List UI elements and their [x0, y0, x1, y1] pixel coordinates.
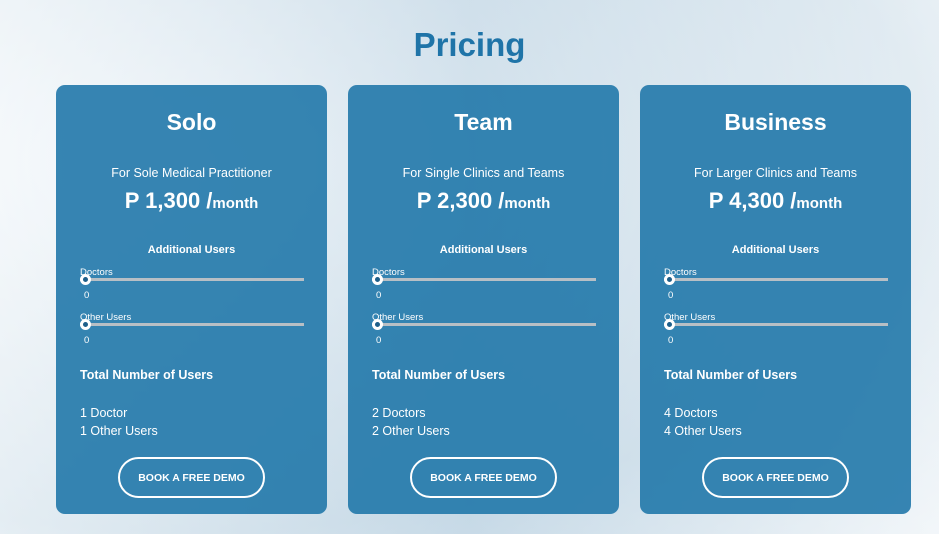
total-users-heading: Total Number of Users — [664, 368, 798, 382]
doctors-value: 0 — [376, 290, 382, 301]
other-users-value: 0 — [376, 335, 382, 346]
book-demo-button[interactable]: Book a Free Demo — [410, 457, 557, 498]
plan-name: Solo — [166, 109, 217, 135]
pricing-card: Team For Single Clinics and Teams P 2,30… — [348, 85, 619, 514]
price-period: month — [212, 195, 259, 212]
doctors-label: Doctors — [372, 267, 405, 278]
doctors-slider[interactable] — [80, 278, 304, 281]
total-doctors: 4 Doctors — [664, 406, 718, 420]
doctors-slider[interactable] — [372, 278, 596, 281]
other-users-slider[interactable] — [664, 323, 888, 326]
plan-subtitle: For Larger Clinics and Teams — [693, 166, 858, 180]
plan-subtitle: For Single Clinics and Teams — [402, 166, 565, 180]
plan-name: Team — [454, 109, 513, 135]
price-amount: P 2,300 / — [416, 188, 505, 213]
plan-subtitle: For Sole Medical Practitioner — [111, 166, 272, 180]
doctors-value: 0 — [668, 290, 674, 301]
book-demo-button[interactable]: Book a Free Demo — [702, 457, 849, 498]
plan-name: Business — [724, 109, 827, 135]
price-amount: P 4,300 / — [708, 188, 797, 213]
total-other-users: 2 Other Users — [372, 424, 450, 438]
page-title: Pricing — [413, 26, 526, 63]
other-users-slider[interactable] — [80, 323, 304, 326]
additional-users-heading: Additional Users — [439, 244, 528, 256]
plan-price: P 1,300 /month — [56, 188, 327, 214]
additional-users-heading: Additional Users — [147, 244, 236, 256]
other-users-label: Other Users — [372, 312, 424, 323]
doctors-label: Doctors — [80, 267, 113, 278]
other-users-label: Other Users — [80, 312, 132, 323]
total-users-heading: Total Number of Users — [80, 368, 214, 382]
total-doctors: 1 Doctor — [80, 406, 128, 420]
plan-price: P 2,300 /month — [348, 188, 619, 214]
doctors-value: 0 — [84, 290, 90, 301]
price-period: month — [504, 195, 551, 212]
total-other-users: 1 Other Users — [80, 424, 158, 438]
total-users-heading: Total Number of Users — [372, 368, 506, 382]
other-users-value: 0 — [84, 335, 90, 346]
price-period: month — [796, 195, 843, 212]
other-users-label: Other Users — [664, 312, 716, 323]
total-doctors: 2 Doctors — [372, 406, 426, 420]
doctors-slider[interactable] — [664, 278, 888, 281]
price-amount: P 1,300 / — [124, 188, 213, 213]
other-users-value: 0 — [668, 335, 674, 346]
pricing-card: Business For Larger Clinics and Teams P … — [640, 85, 911, 514]
doctors-label: Doctors — [664, 267, 697, 278]
total-other-users: 4 Other Users — [664, 424, 742, 438]
plan-price: P 4,300 /month — [640, 188, 911, 214]
other-users-slider[interactable] — [372, 323, 596, 326]
book-demo-button[interactable]: Book a Free Demo — [118, 457, 265, 498]
pricing-card: Solo For Sole Medical Practitioner P 1,3… — [56, 85, 327, 514]
additional-users-heading: Additional Users — [731, 244, 820, 256]
